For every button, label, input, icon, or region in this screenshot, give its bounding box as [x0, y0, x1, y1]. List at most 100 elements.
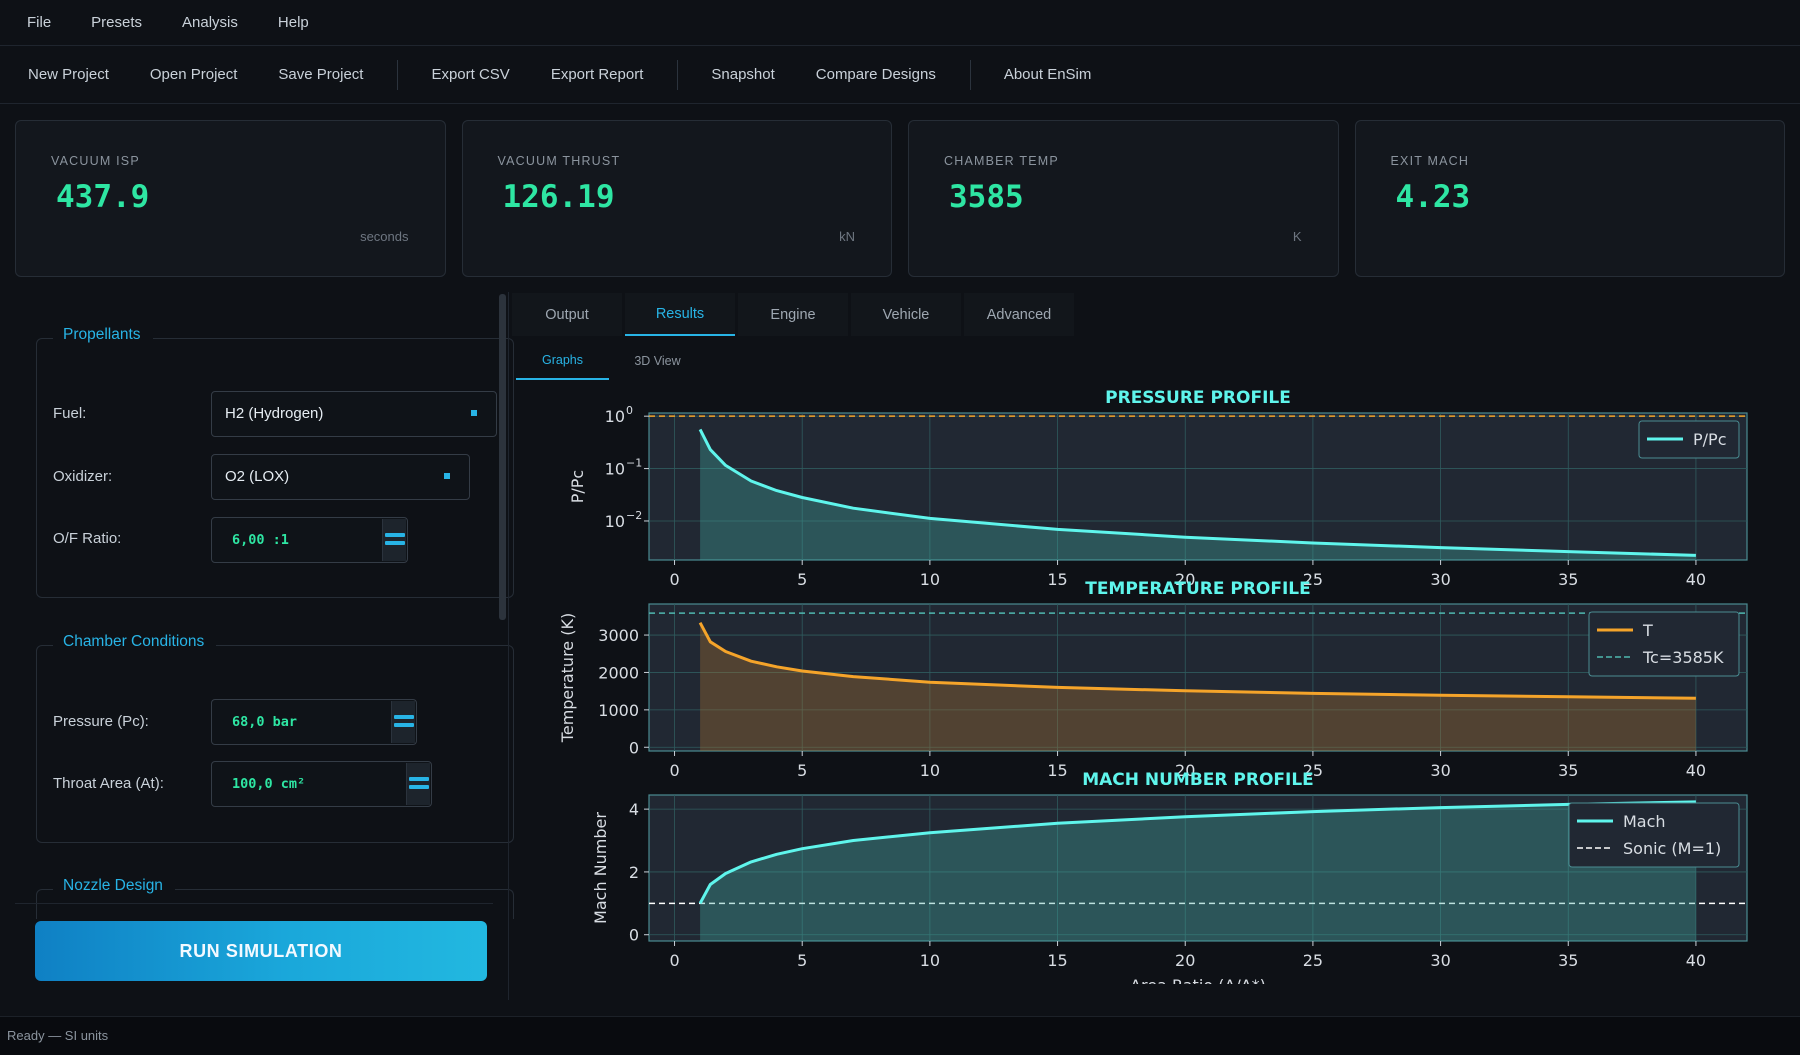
x-tick-label: 10: [920, 761, 940, 780]
left-panel-scrollbar[interactable]: [499, 294, 506, 620]
tab-vehicle[interactable]: Vehicle: [851, 293, 961, 336]
x-tick-label: 40: [1686, 951, 1706, 970]
y-tick-label: 0: [629, 738, 639, 757]
y-tick-exponent: −1: [626, 457, 642, 470]
card-unit: kN: [839, 229, 855, 244]
plot-title: PRESSURE PROFILE: [1105, 388, 1291, 408]
menu-file[interactable]: File: [27, 14, 52, 31]
y-tick-label: 2: [629, 863, 639, 882]
exit-mach-card: EXIT MACH 4.23: [1354, 120, 1785, 277]
group-title: Nozzle Design: [53, 877, 175, 895]
group-title: Propellants: [53, 326, 153, 344]
card-value: 4.23: [1395, 179, 1471, 215]
spinner-arrows-icon[interactable]: [382, 519, 406, 561]
toolbar: New Project Open Project Save Project Ex…: [0, 46, 1800, 104]
x-axis-label: Area Ratio (A/A*): [1130, 976, 1266, 984]
x-tick-label: 25: [1303, 570, 1323, 589]
x-tick-label: 35: [1558, 570, 1578, 589]
card-label: VACUUM ISP: [51, 154, 140, 168]
subtab-3d-view[interactable]: 3D View: [634, 354, 681, 368]
tab-output[interactable]: Output: [512, 293, 622, 336]
card-value: 3585: [949, 179, 1024, 215]
pressure-label: Pressure (Pc):: [53, 713, 149, 730]
metric-cards: VACUUM ISP 437.9 seconds VACUUM THRUST 1…: [15, 120, 1785, 277]
run-simulation-button[interactable]: RUN SIMULATION: [35, 921, 487, 981]
spinner-arrows-icon[interactable]: [406, 763, 430, 805]
x-tick-label: 5: [797, 761, 807, 780]
legend-label: Mach: [1623, 812, 1666, 831]
of-ratio-label: O/F Ratio:: [53, 530, 122, 547]
snapshot-button[interactable]: Snapshot: [711, 66, 775, 83]
y-tick-exponent: 0: [626, 404, 633, 417]
nozzle-design-group: Nozzle Design: [36, 877, 514, 919]
fuel-label: Fuel:: [53, 405, 87, 422]
new-project-button[interactable]: New Project: [28, 66, 109, 83]
compare-designs-button[interactable]: Compare Designs: [815, 66, 936, 83]
save-project-button[interactable]: Save Project: [278, 66, 364, 83]
oxidizer-label: Oxidizer:: [53, 468, 113, 485]
series-fill: [700, 801, 1696, 941]
chamber-conditions-group: Chamber Conditions: [36, 633, 514, 843]
fuel-select-value: H2 (Hydrogen): [225, 405, 324, 422]
plot-title: TEMPERATURE PROFILE: [1085, 579, 1311, 599]
menubar: File Presets Analysis Help: [0, 0, 1800, 46]
y-tick-label: 0: [629, 926, 639, 945]
throat-area-value: 100,0 cm²: [232, 776, 306, 792]
y-tick-label: 3000: [598, 626, 639, 645]
tab-engine[interactable]: Engine: [738, 293, 848, 336]
x-tick-label: 0: [669, 951, 679, 970]
x-tick-label: 40: [1686, 761, 1706, 780]
fuel-select[interactable]: H2 (Hydrogen): [211, 391, 497, 437]
plot-title: MACH NUMBER PROFILE: [1082, 770, 1314, 790]
y-tick-label: 10: [605, 407, 625, 426]
about-button[interactable]: About EnSim: [1003, 66, 1092, 83]
x-tick-label: 10: [920, 951, 940, 970]
x-tick-label: 15: [1047, 570, 1067, 589]
menu-help[interactable]: Help: [277, 14, 309, 31]
oxidizer-select[interactable]: O2 (LOX): [211, 454, 470, 500]
spinner-arrows-icon[interactable]: [391, 701, 415, 743]
series-fill: [700, 429, 1696, 560]
x-tick-label: 40: [1686, 570, 1706, 589]
card-unit: K: [1292, 229, 1302, 244]
status-bar: Ready — SI units: [0, 1016, 1800, 1055]
export-report-button[interactable]: Export Report: [550, 66, 644, 83]
x-tick-label: 25: [1303, 951, 1323, 970]
throat-area-spinbox[interactable]: 100,0 cm²: [211, 761, 432, 807]
series-line-p-pc: [698, 428, 1696, 557]
series-line-mach: [698, 800, 1696, 905]
x-tick-label: 35: [1558, 761, 1578, 780]
x-tick-label: 20: [1175, 570, 1195, 589]
series-line-t: [698, 621, 1696, 700]
menu-analysis[interactable]: Analysis: [182, 14, 238, 31]
x-tick-label: 20: [1175, 951, 1195, 970]
legend-label: Tc=3585K: [1642, 648, 1724, 667]
tab-advanced[interactable]: Advanced: [964, 293, 1074, 336]
x-tick-label: 5: [797, 570, 807, 589]
y-tick-label: 10: [605, 512, 625, 531]
subtab-graphs[interactable]: Graphs: [516, 342, 609, 380]
pressure-spinbox[interactable]: 68,0 bar: [211, 699, 417, 745]
tab-results[interactable]: Results: [625, 293, 735, 336]
y-tick-label: 1000: [598, 701, 639, 720]
y-axis-label: Temperature (K): [558, 613, 577, 743]
x-tick-label: 30: [1430, 761, 1450, 780]
card-value: 126.19: [502, 179, 615, 215]
card-unit: seconds: [360, 229, 409, 244]
propellants-group: Propellants: [36, 326, 514, 598]
open-project-button[interactable]: Open Project: [149, 66, 238, 83]
y-tick-label: 10: [605, 460, 625, 479]
legend-box: [1588, 611, 1740, 677]
x-tick-label: 30: [1430, 951, 1450, 970]
x-tick-label: 35: [1558, 951, 1578, 970]
export-csv-button[interactable]: Export CSV: [431, 66, 510, 83]
toolbar-separator: [969, 59, 971, 90]
y-axis-label: Mach Number: [591, 812, 610, 924]
dropdown-arrow-icon: [471, 410, 477, 416]
input-panel: Propellants Fuel: H2 (Hydrogen) Oxidizer…: [15, 292, 514, 1000]
of-ratio-spinbox[interactable]: 6,00 :1: [211, 517, 408, 563]
menu-presets[interactable]: Presets: [91, 14, 143, 31]
vacuum-thrust-card: VACUUM THRUST 126.19 kN: [461, 120, 892, 277]
